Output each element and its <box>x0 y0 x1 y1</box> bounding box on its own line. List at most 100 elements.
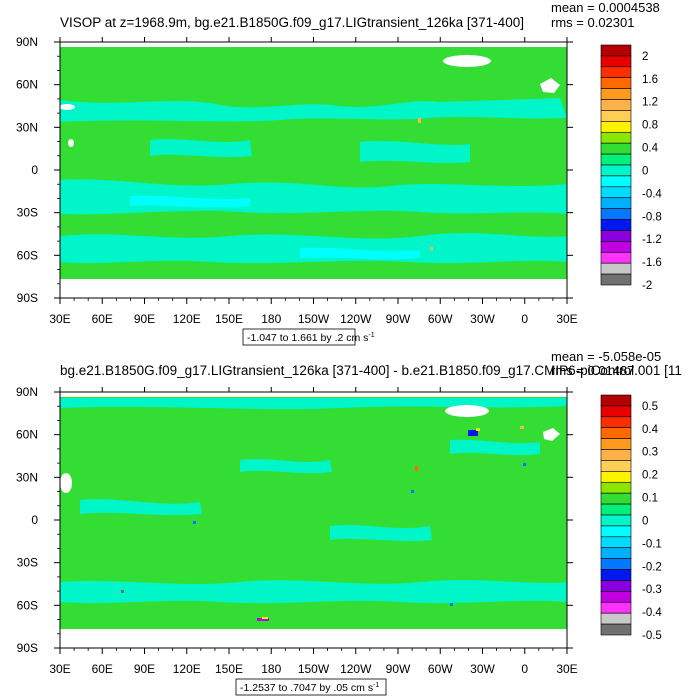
colorbar-label: 0 <box>642 515 648 527</box>
arctic-missing <box>60 42 567 47</box>
y-tick-label: 90N <box>16 35 38 49</box>
colorbar-label: -0.8 <box>642 211 662 223</box>
colorbar-label: -0.4 <box>642 607 662 619</box>
y-tick-label: 30N <box>16 120 38 134</box>
colorbar-swatch <box>600 514 632 527</box>
colorbar-label: 1.2 <box>642 97 658 109</box>
colorbar-swatch <box>600 66 632 79</box>
y-tick-label: 30N <box>16 470 38 484</box>
colorbar-label: -0.2 <box>642 561 662 573</box>
colorbar-swatch <box>600 405 632 418</box>
colorbar-swatch <box>600 197 632 209</box>
colorbar-label: 0.2 <box>642 470 658 482</box>
x-tick-label: 0 <box>521 312 528 326</box>
y-tick-group: 90N 60N 30N 0 30S 60S 90S <box>16 35 573 305</box>
y-tick-label: 30S <box>17 556 38 570</box>
land-patch-1 <box>59 104 75 110</box>
colorbar-label: 2 <box>642 51 648 63</box>
colorbar <box>600 394 632 636</box>
x-tick-label: 150E <box>215 662 243 676</box>
antarctica-land <box>60 629 567 648</box>
colorbar-swatch <box>600 273 632 286</box>
colorbar-label: 0.8 <box>642 120 658 132</box>
colorbar-swatch <box>600 230 632 242</box>
x-tick-label: 180 <box>261 312 281 326</box>
range-label: -1.047 to 1.661 by .2 cm s-1 <box>247 332 375 344</box>
colorbar-swatch <box>600 612 632 625</box>
greenland <box>443 55 491 67</box>
x-tick-label: 150E <box>215 312 243 326</box>
colorbar-swatch <box>600 77 632 89</box>
colorbar-swatch <box>600 110 632 122</box>
colorbar-swatch <box>600 481 632 494</box>
negative-band-patches <box>60 398 567 604</box>
greenland <box>445 405 489 417</box>
colorbar-swatch <box>600 262 632 275</box>
colorbar-swatch <box>600 241 632 253</box>
colorbar-swatch <box>600 427 632 439</box>
colorbar-swatch <box>600 394 632 407</box>
colorbar-swatch <box>600 623 632 636</box>
x-tick-label: 60W <box>428 312 453 326</box>
colorbar-swatch <box>600 99 632 111</box>
stat-rms: rms = 0.01487 <box>551 363 634 378</box>
colorbar-label: 0.1 <box>642 493 658 505</box>
land-patch-1 <box>60 473 72 493</box>
range-label: -1.2537 to .7047 by .05 cm s-1 <box>240 682 379 694</box>
x-tick-label: 30E <box>49 312 70 326</box>
y-tick-label: 0 <box>31 163 38 177</box>
colorbar <box>600 44 632 286</box>
colorbar-swatch <box>600 591 632 603</box>
y-tick-label: 60N <box>16 78 38 92</box>
colorbar-label: 0.4 <box>642 143 659 155</box>
colorbar-swatch <box>600 558 632 570</box>
colorbar-swatch <box>600 219 632 231</box>
x-tick-label: 120W <box>340 662 372 676</box>
y-tick-label: 90S <box>17 291 38 305</box>
chart-title: bg.e21.B1850G.f09_g17.LIGtransient_126ka… <box>60 363 682 378</box>
x-tick-label: 120W <box>340 312 372 326</box>
range-label-box: -1.2537 to .7047 by .05 cm s-1 <box>235 678 387 696</box>
colorbar-swatch <box>600 492 632 505</box>
colorbar-swatch <box>600 580 632 592</box>
x-tick-label: 30W <box>470 312 495 326</box>
colorbar-swatch <box>600 460 632 472</box>
colorbar-swatch <box>600 471 632 483</box>
x-tick-label: 90W <box>386 662 411 676</box>
x-tick-label: 90E <box>134 312 155 326</box>
colorbar-label: 0.3 <box>642 447 658 459</box>
colorbar-label: -2 <box>642 280 652 292</box>
land-masses <box>60 405 560 493</box>
y-tick-label: 60S <box>17 248 38 262</box>
map-chart-top: VISOP at z=1968.9m, bg.e21.B1850G.f09_g1… <box>16 0 662 346</box>
colorbar-label: 1.6 <box>642 74 658 86</box>
colorbar-label: -1.6 <box>642 257 662 269</box>
colorbar-swatch <box>600 503 632 516</box>
map-field <box>60 392 567 648</box>
x-tick-label: 120E <box>173 312 201 326</box>
stat-mean: mean = -5.058e-05 <box>551 350 661 364</box>
colorbar-swatch <box>600 175 632 188</box>
colorbar-swatch <box>600 121 632 133</box>
colorbar-swatch <box>600 449 632 461</box>
map-chart-bottom: bg.e21.B1850G.f09_g17.LIGtransient_126ka… <box>16 350 682 696</box>
colorbar-swatch <box>600 142 632 155</box>
y-tick-label: 60S <box>17 598 38 612</box>
strong-negative-patches <box>130 195 420 260</box>
land-patch-2 <box>68 139 74 147</box>
chart-panel-top: VISOP at z=1968.9m, bg.e21.B1850G.f09_g1… <box>16 0 662 346</box>
colorbar-swatch <box>600 131 632 144</box>
colorbar-swatch <box>600 438 632 450</box>
x-tick-label: 120E <box>173 662 201 676</box>
chart-panel-bottom: bg.e21.B1850G.f09_g17.LIGtransient_126ka… <box>0 350 700 700</box>
x-tick-label: 60E <box>92 662 113 676</box>
north-pole-land <box>540 78 560 93</box>
y-tick-label: 0 <box>31 513 38 527</box>
range-label-box: -1.047 to 1.661 by .2 cm s-1 <box>242 328 375 346</box>
chart-title: VISOP at z=1968.9m, bg.e21.B1850G.f09_g1… <box>60 15 524 30</box>
x-tick-label: 60E <box>92 312 113 326</box>
y-tick-label: 60N <box>16 428 38 442</box>
y-tick-group: 90N 60N 30N 0 30S 60S 90S <box>16 385 573 655</box>
positive-specks <box>418 118 433 250</box>
x-tick-label: 180 <box>261 662 281 676</box>
